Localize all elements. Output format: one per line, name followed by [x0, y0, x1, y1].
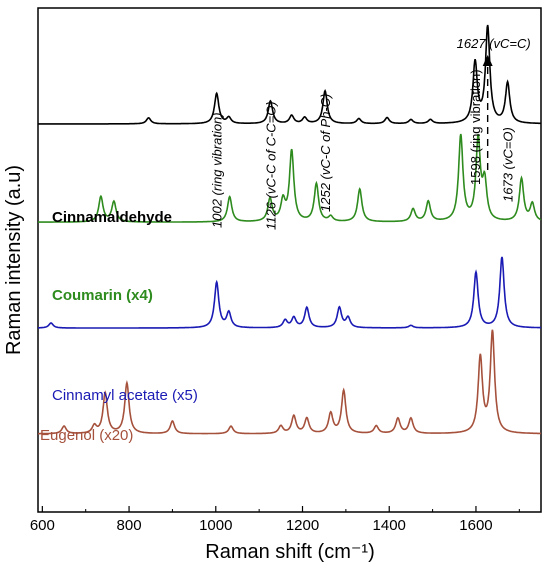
- x-tick-label: 600: [30, 517, 55, 534]
- annotation-label-5: 1627 (vC=C): [457, 36, 531, 51]
- series-line-1: [38, 133, 542, 223]
- spectra-series: [38, 24, 542, 435]
- series-line-2: [38, 256, 541, 329]
- series-line-0: [38, 24, 541, 125]
- x-tick-label: 800: [117, 517, 142, 534]
- y-axis-title: Raman intensity (a.u): [3, 165, 25, 355]
- x-axis-title: Raman shift (cm⁻¹): [205, 541, 374, 563]
- plot-frame: [37, 7, 542, 513]
- x-tick-label: 1400: [373, 517, 406, 534]
- plot-border: [37, 7, 542, 513]
- annotation-label-1: 1126 (vC-C of C-C=O): [263, 101, 278, 230]
- arrow-head-icon: [482, 55, 493, 66]
- series-line-3: [38, 329, 541, 435]
- annotation-label-0: 1002 (ring vibration): [210, 112, 225, 228]
- peak-annotations: 1002 (ring vibration) 1126 (vC-C of C-C=O…: [210, 36, 531, 230]
- x-tick-label: 1600: [459, 517, 492, 534]
- x-tick-label: 1000: [199, 517, 232, 534]
- series-labels: Cinnamaldehyde Coumarin (x4) Cinnamyl acet…: [40, 209, 198, 444]
- series-label-3: Eugenol (x20): [40, 427, 133, 444]
- series-label-1: Coumarin (x4): [52, 287, 153, 304]
- series-label-2: Cinnamyl acetate (x5): [52, 387, 198, 404]
- annotation-label-3: 1598 (ring vibration): [468, 69, 483, 185]
- annotation-label-2: 1252 (vC-C of Ph-C): [318, 94, 333, 212]
- series-label-0: Cinnamaldehyde: [52, 209, 172, 226]
- x-axis-ticks: 600 800 1000 1200 1400 1600: [30, 506, 520, 534]
- x-tick-label: 1200: [286, 517, 319, 534]
- annotation-label-4: 1673 (vC=O): [501, 127, 516, 202]
